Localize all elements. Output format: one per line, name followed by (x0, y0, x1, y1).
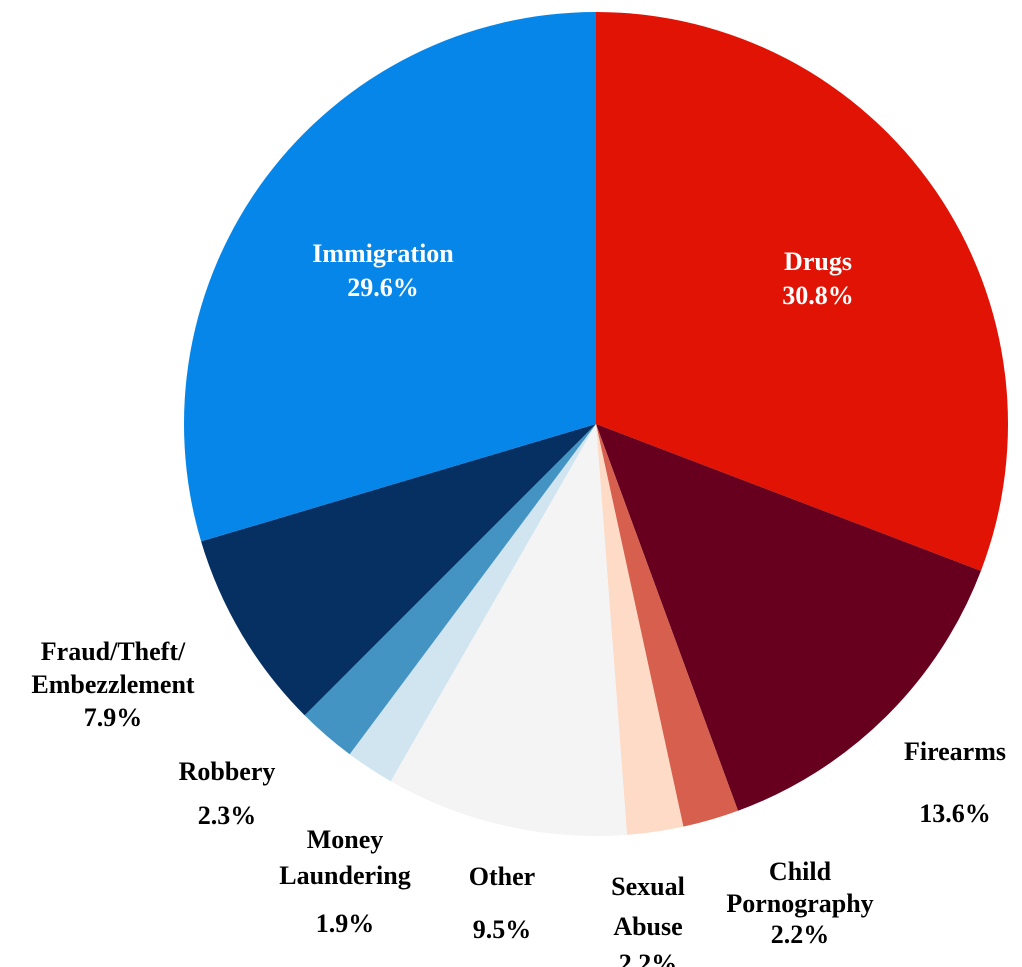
slice-label-line: 2.3% (198, 801, 257, 830)
pie-slice-sexual-abuse (596, 424, 684, 835)
slice-label-line: Fraud/Theft/ (41, 637, 186, 666)
slice-label-robbery: Robbery 2.3% (179, 757, 276, 830)
slice-label-line: Other (469, 862, 535, 891)
slice-label-line: Laundering (279, 861, 411, 890)
pie-slice-drugs (596, 12, 1008, 571)
slice-label-line: Abuse (613, 912, 682, 941)
pie-slice-fraud-theft-embezzlement (201, 424, 596, 716)
slice-label-line: Money (307, 825, 384, 854)
slice-label-line: Child (769, 857, 832, 886)
slice-label-sexual-abuse: Sexual Abuse 2.2% (611, 872, 685, 967)
slice-label-money-laundering: Money Laundering 1.9% (279, 825, 411, 938)
slice-label-line: 2.2% (619, 949, 678, 967)
pie-slice-immigration (184, 12, 596, 542)
pie-slices (184, 12, 1008, 836)
slice-label-line: 13.6% (919, 799, 991, 828)
slice-label-child-pornography: Child Pornography 2.2% (726, 857, 873, 949)
slice-label-line: Pornography (726, 889, 873, 918)
slice-label-line: 9.5% (473, 915, 532, 944)
slice-label-line: Robbery (179, 757, 276, 786)
slice-label-line: 30.8% (782, 281, 854, 310)
pie-labels: Drugs 30.8%Firearms 13.6%Child Pornography 2… (31, 239, 1006, 967)
slice-label-line: 29.6% (347, 273, 419, 302)
slice-label-immigration: Immigration 29.6% (312, 239, 454, 302)
slice-label-line: Firearms (904, 737, 1006, 766)
pie-slice-child-pornography (596, 424, 738, 827)
slice-label-fraud-theft-embezzlement: Fraud/Theft/Embezzlement 7.9% (31, 637, 195, 732)
slice-label-line: 7.9% (84, 703, 143, 732)
slice-label-line: Immigration (312, 239, 454, 268)
slice-label-drugs: Drugs 30.8% (782, 247, 854, 310)
pie-slice-robbery (304, 424, 596, 755)
slice-label-other: Other 9.5% (469, 862, 535, 944)
slice-label-line: Drugs (784, 247, 852, 276)
pie-slice-firearms (596, 424, 981, 811)
slice-label-line: 1.9% (316, 909, 375, 938)
pie-slice-money-laundering (349, 424, 596, 782)
slice-label-line: Sexual (611, 872, 685, 901)
pie-slice-other (390, 424, 628, 836)
slice-label-line: 2.2% (771, 920, 830, 949)
slice-label-line: Embezzlement (31, 670, 195, 699)
slice-label-firearms: Firearms 13.6% (904, 737, 1006, 828)
